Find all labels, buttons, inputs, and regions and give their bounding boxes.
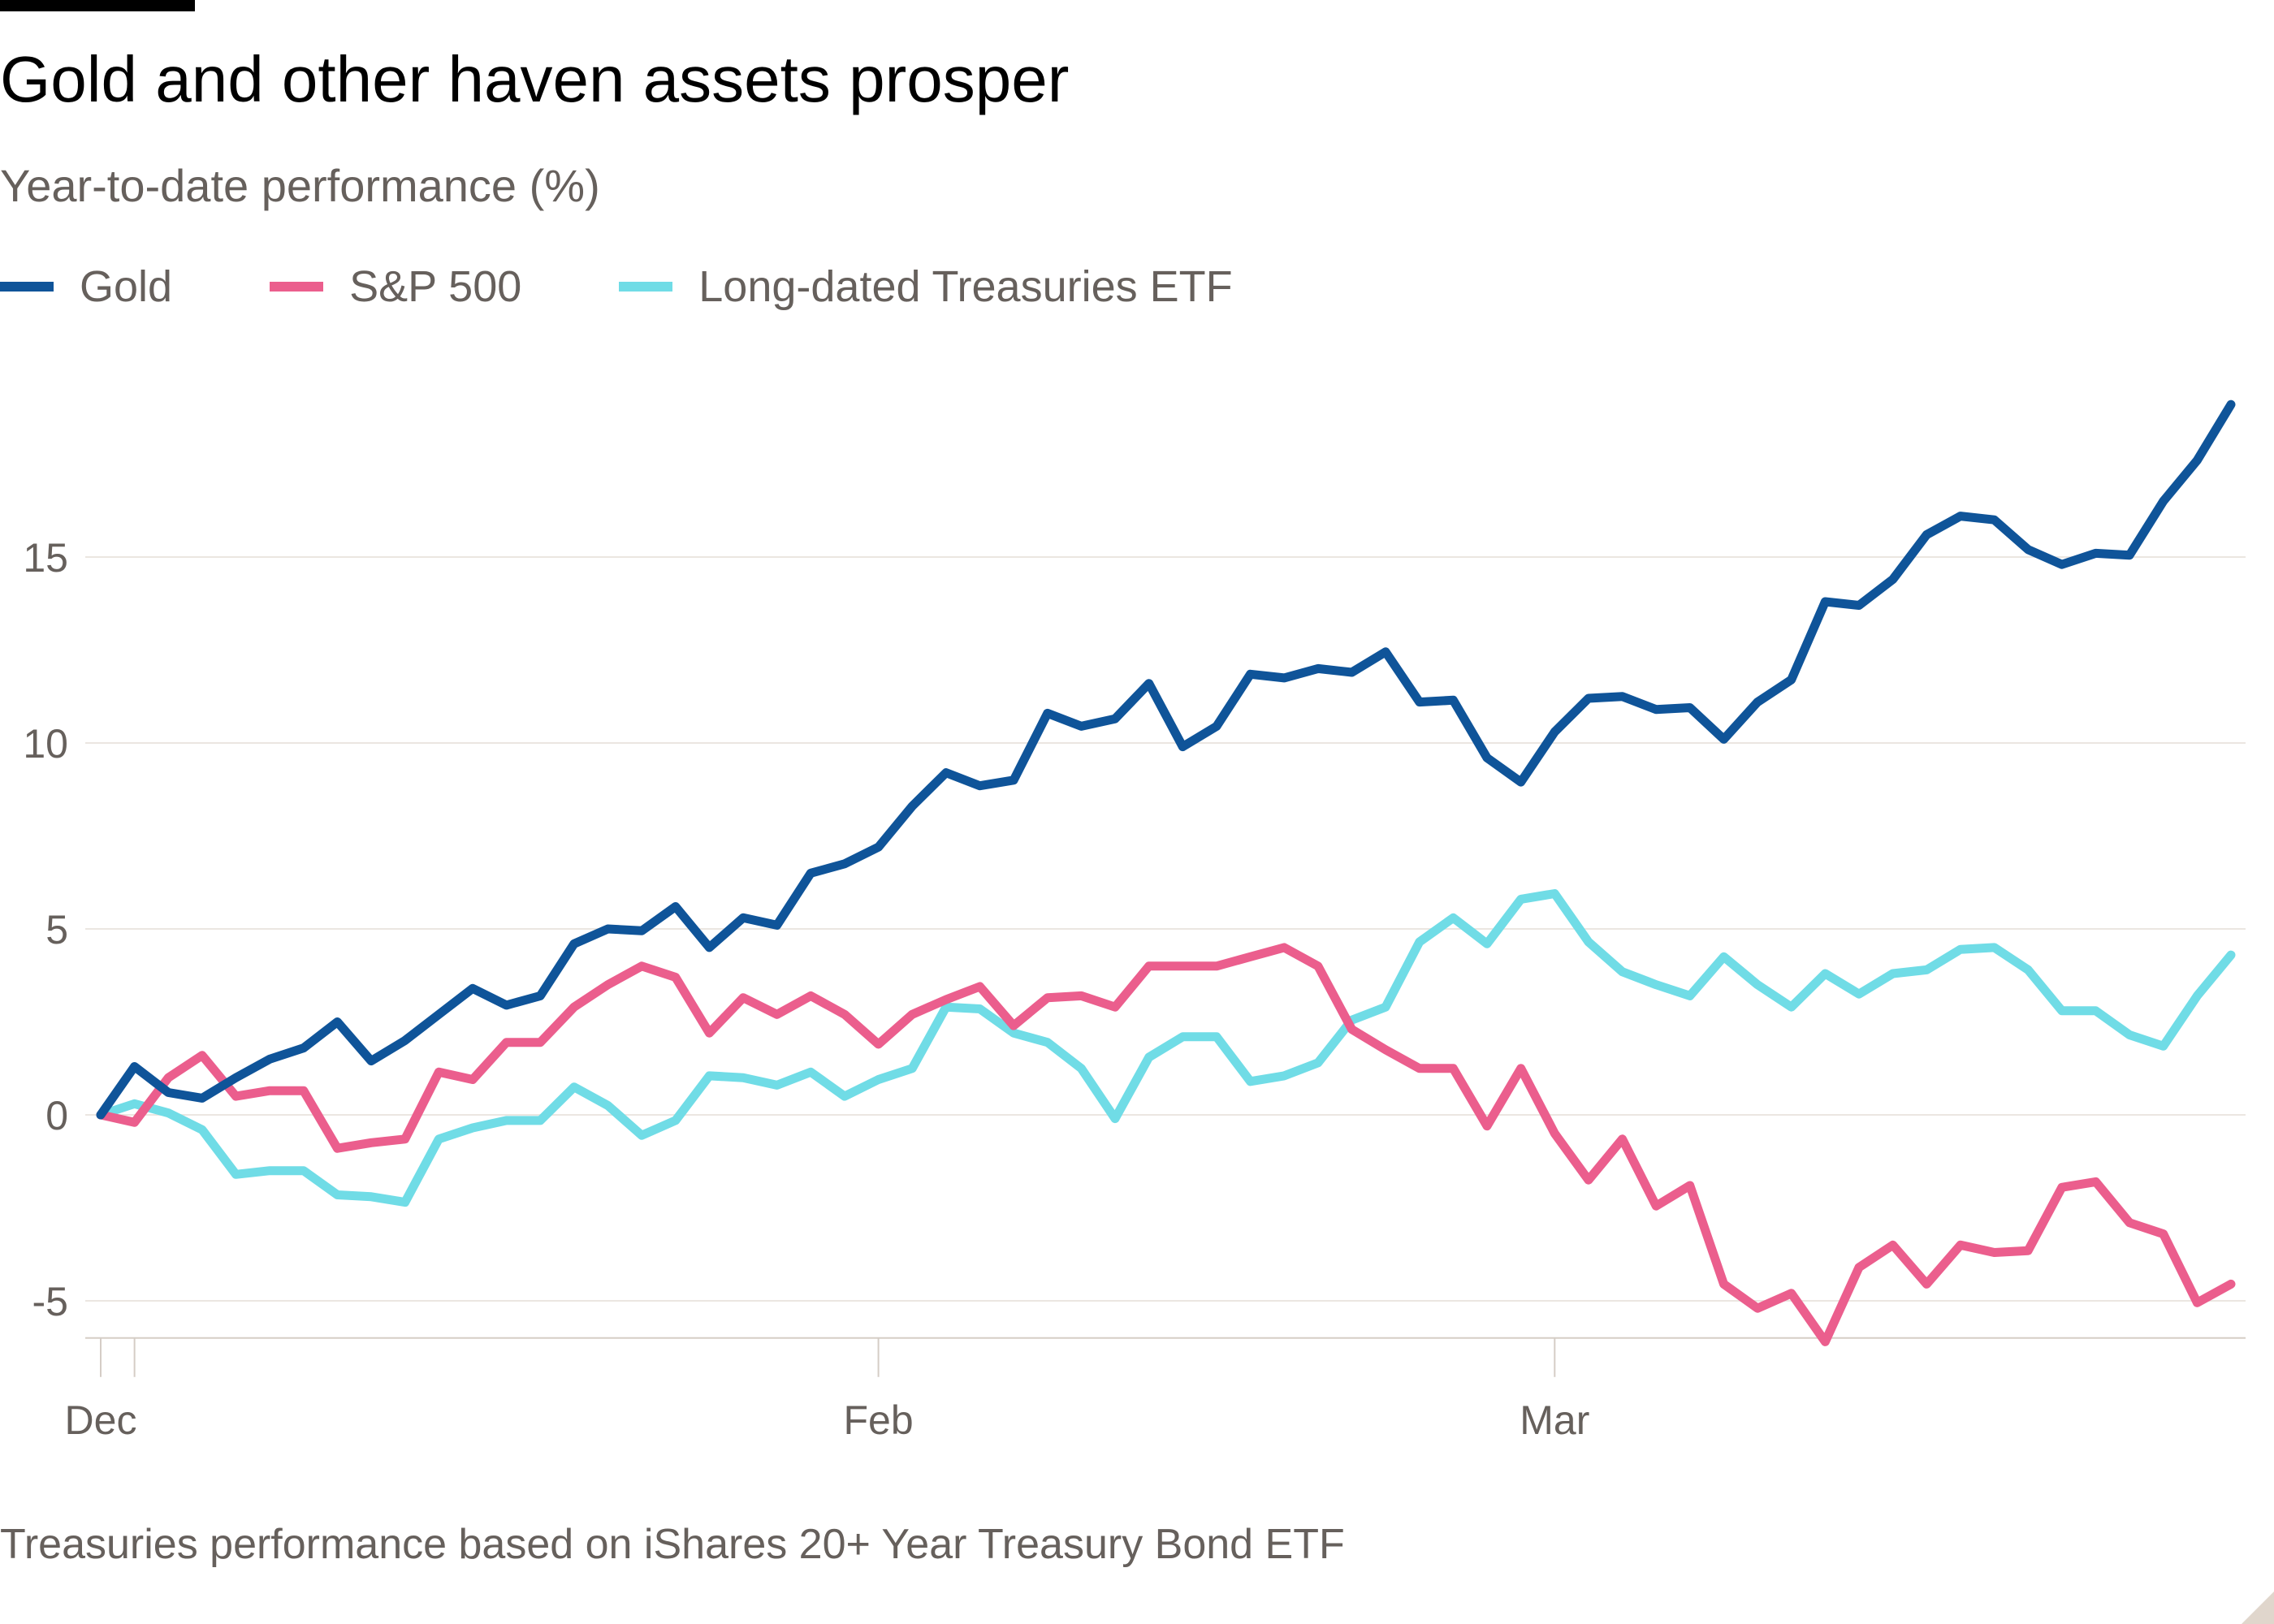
y-tick-label: 5 (45, 907, 68, 952)
legend-swatch-treasuries (619, 282, 673, 292)
chart-title: Gold and other haven assets prosper (0, 43, 1070, 115)
series-line-long-dated-treasuries-etf (96, 889, 2236, 1207)
legend-label-gold: Gold (80, 262, 173, 311)
x-tick-label: Dec (65, 1397, 137, 1443)
y-tick-label: -5 (32, 1279, 68, 1324)
legend-item-gold: Gold (0, 261, 172, 312)
series-line-gold (96, 400, 2236, 1120)
legend-item-treasuries: Long-dated Treasuries ETF (619, 261, 1233, 312)
legend-item-sp500: S&P 500 (270, 261, 521, 312)
y-tick-label: 15 (23, 535, 68, 581)
footnote: Treasuries performance based on iShares … (0, 1521, 1345, 1568)
y-tick-label: 0 (45, 1093, 68, 1138)
legend-label-treasuries: Long-dated Treasuries ETF (698, 262, 1233, 311)
x-tick-label: Mar (1520, 1397, 1589, 1443)
brand-bar (0, 0, 195, 11)
legend: Gold S&P 500 Long-dated Treasuries ETF (0, 261, 1330, 312)
corner-fold (2242, 1592, 2274, 1624)
chart-subtitle: Year-to-date performance (%) (0, 160, 600, 211)
x-tick-label: Feb (844, 1397, 914, 1443)
legend-label-sp500: S&P 500 (349, 262, 522, 311)
series-line-s-p-500 (96, 943, 2236, 1346)
y-tick-label: 10 (23, 721, 68, 767)
legend-swatch-sp500 (270, 282, 324, 292)
legend-swatch-gold (0, 282, 54, 292)
